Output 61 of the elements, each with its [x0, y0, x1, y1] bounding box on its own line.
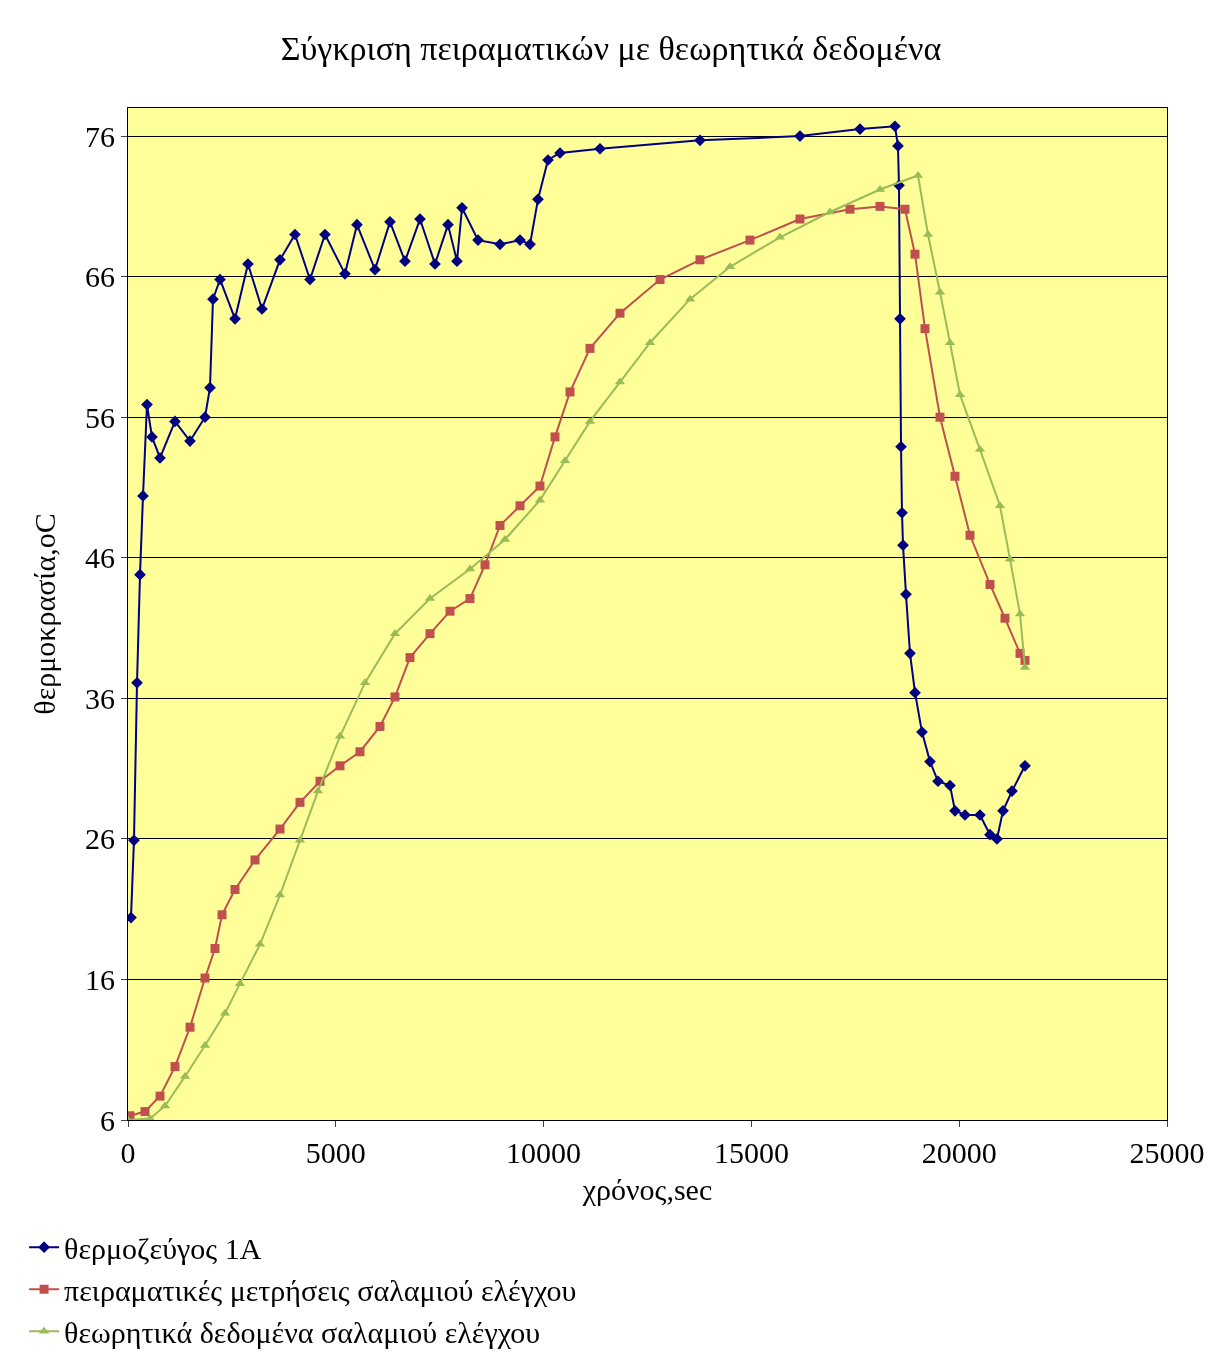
- legend-label: πειραματικές μετρήσεις σαλαμιού ελέγχου: [64, 1273, 577, 1307]
- point: [585, 343, 595, 353]
- point: [295, 797, 305, 807]
- x-tick-label: 20000: [921, 1136, 997, 1169]
- point: [355, 747, 365, 757]
- point: [615, 308, 625, 318]
- point: [550, 432, 560, 442]
- point: [200, 973, 210, 983]
- x-axis-title: χρόνος,sec: [581, 1172, 713, 1206]
- point: [217, 910, 227, 920]
- point: [445, 606, 455, 616]
- point: [405, 653, 415, 663]
- point: [425, 629, 435, 639]
- point: [795, 214, 805, 224]
- y-tick-label: 66: [85, 260, 115, 294]
- legend-label: θεωρητικά δεδομένα σαλαμιού ελέγχου: [64, 1315, 541, 1349]
- point: [335, 761, 345, 771]
- point: [920, 324, 930, 334]
- y-tick-label: 76: [85, 119, 115, 153]
- point: [210, 944, 220, 954]
- point: [965, 530, 975, 540]
- y-tick-label: 6: [100, 1103, 115, 1137]
- point: [1000, 613, 1010, 623]
- y-tick-label: 46: [85, 541, 115, 575]
- point: [170, 1062, 180, 1072]
- x-tick-label: 0: [120, 1136, 136, 1169]
- point: [935, 412, 945, 422]
- point: [950, 471, 960, 481]
- y-tick-label: 26: [85, 822, 115, 856]
- point: [985, 579, 995, 589]
- point: [275, 824, 285, 834]
- point: [465, 594, 475, 604]
- y-tick-label: 36: [85, 681, 115, 715]
- point: [390, 692, 400, 702]
- point: [565, 387, 575, 397]
- point: [875, 201, 885, 211]
- point: [845, 204, 855, 214]
- x-tick-label: 25000: [1129, 1136, 1205, 1169]
- point: [185, 1022, 195, 1032]
- point: [495, 520, 505, 530]
- point: [745, 235, 755, 245]
- x-tick-label: 5000: [305, 1136, 366, 1169]
- x-tick-label: 10000: [506, 1136, 582, 1169]
- point: [655, 274, 665, 284]
- point: [480, 560, 490, 570]
- point: [515, 501, 525, 511]
- y-tick-label: 16: [85, 962, 115, 996]
- point: [535, 481, 545, 491]
- point: [910, 249, 920, 259]
- point: [695, 255, 705, 265]
- point: [230, 884, 240, 894]
- chart-title: Σύγκριση πειραματικών με θεωρητικά δεδομένα: [280, 29, 942, 67]
- point: [140, 1107, 150, 1117]
- y-tick-label: 56: [85, 400, 115, 434]
- point: [900, 204, 910, 214]
- point: [375, 721, 385, 731]
- x-tick-label: 15000: [713, 1136, 789, 1169]
- point: [155, 1091, 165, 1101]
- legend-label: θερμοζεύγος 1A: [64, 1231, 262, 1265]
- y-axis-title: θερμοκρασία,oC: [28, 513, 61, 715]
- point: [250, 855, 260, 865]
